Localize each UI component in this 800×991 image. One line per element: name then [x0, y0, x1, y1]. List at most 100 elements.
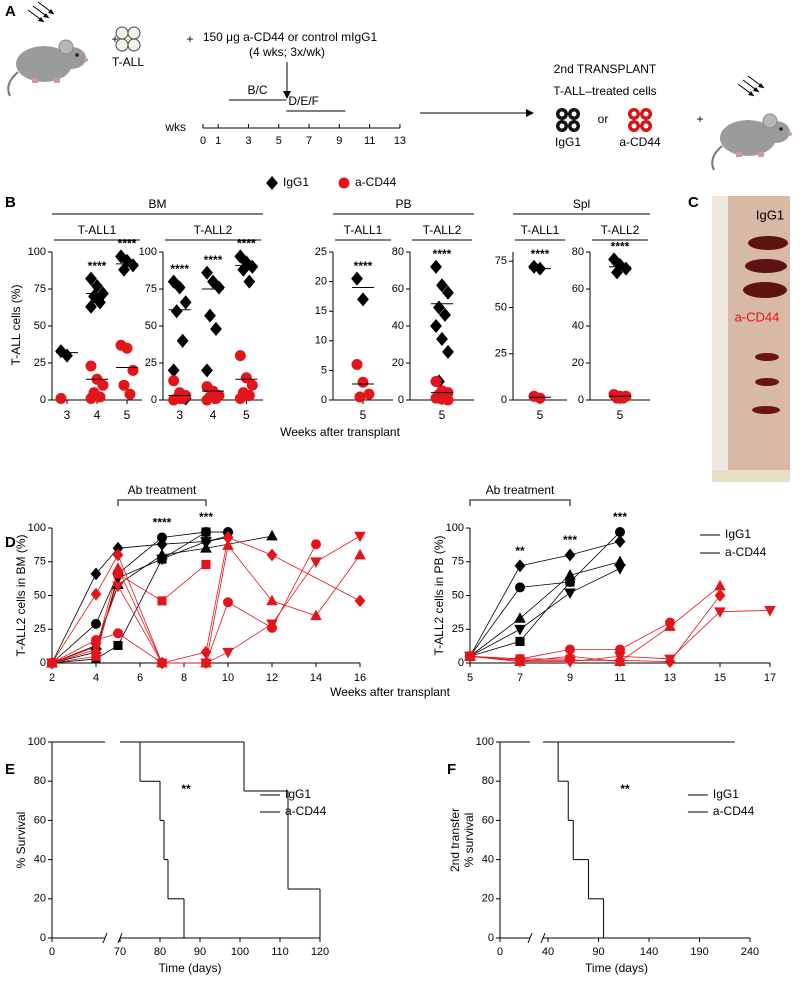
- significance-label: ***: [199, 510, 213, 524]
- y-axis-label: % Survival: [14, 812, 28, 869]
- data-point: [266, 529, 278, 541]
- x-tick-label: 140: [640, 946, 658, 958]
- data-point: [465, 651, 475, 661]
- data-point: [222, 539, 234, 550]
- treatment-bar-label: B/C: [248, 83, 268, 97]
- x-axis-label: Weeks after transplant: [330, 685, 451, 699]
- legend-label: IgG1: [725, 527, 751, 541]
- data-line: [51, 537, 229, 664]
- x-tick-label: 3: [176, 408, 183, 422]
- y-tick-label: 100: [476, 736, 494, 748]
- data-point: [534, 392, 546, 404]
- significance-label: ****: [237, 237, 256, 251]
- data-point: [118, 262, 130, 277]
- data-point: [243, 274, 256, 289]
- data-point: [173, 280, 186, 295]
- x-tick-label: 0: [497, 946, 503, 958]
- data-point: [201, 265, 213, 280]
- data-point: [564, 548, 576, 562]
- data-line: [469, 531, 621, 657]
- data-point: [611, 265, 623, 280]
- data-point: [664, 620, 676, 631]
- data-point: [177, 393, 189, 405]
- y-tick-label: 100: [28, 522, 46, 534]
- x-tick-label: 9: [567, 672, 573, 684]
- y-tick-label: 0: [501, 394, 507, 406]
- data-point: [124, 388, 136, 400]
- data-line: [469, 541, 621, 657]
- x-tick-label: 0: [49, 946, 55, 958]
- data-point: [565, 577, 575, 587]
- y-tick-label: 50: [452, 589, 464, 601]
- y-tick-label: 0: [488, 932, 494, 944]
- legend-label: IgG1: [713, 787, 739, 801]
- timeline-tick-label: 3: [245, 135, 251, 147]
- x-tick-label: 7: [517, 672, 523, 684]
- photo-label: IgG1: [756, 207, 784, 222]
- significance-label: ***: [563, 533, 577, 547]
- x-tick-label: 80: [154, 946, 166, 958]
- y-tick-label: 10: [315, 335, 327, 347]
- y-tick-label: 75: [452, 556, 464, 568]
- data-point: [266, 548, 278, 562]
- data-point: [439, 307, 451, 322]
- y-tick-label: 40: [392, 320, 404, 332]
- x-tick-label: 5: [537, 408, 544, 422]
- data-point: [615, 527, 625, 538]
- y-tick-label: 80: [392, 246, 404, 258]
- y-axis-label: % survival: [462, 813, 476, 868]
- y-tick-label: 80: [482, 775, 494, 787]
- y-tick-label: 40: [34, 854, 46, 866]
- data-point: [357, 376, 369, 388]
- y-tick-label: 75: [145, 283, 157, 295]
- panel-label: F: [447, 761, 456, 778]
- data-point: [85, 393, 97, 405]
- legend-label: a-CD44: [713, 804, 755, 818]
- plus: +: [186, 32, 193, 46]
- option-label: IgG1: [555, 135, 581, 149]
- x-tick-label: 110: [271, 946, 289, 958]
- data-point: [351, 358, 363, 370]
- data-point: [430, 318, 442, 334]
- data-point: [156, 658, 168, 670]
- treatment-bar-label: D/E/F: [288, 94, 319, 108]
- data-point: [201, 559, 211, 570]
- data-point: [363, 388, 375, 400]
- x-tick-label: 90: [592, 946, 604, 958]
- axis-break: [102, 932, 108, 944]
- timeline-tick-label: 5: [276, 135, 282, 147]
- data-point: [156, 554, 168, 566]
- timeline-tick-label: 0: [200, 135, 206, 147]
- data-point: [222, 647, 234, 659]
- x-tick-label: 13: [664, 672, 676, 684]
- data-point: [514, 612, 526, 623]
- timeline-tick-label: 7: [306, 135, 312, 147]
- y-tick-label: 50: [495, 301, 507, 313]
- x-tick-label: 5: [467, 672, 473, 684]
- significance-label: ***: [613, 510, 627, 524]
- data-point: [85, 360, 97, 372]
- group-label: Spl: [573, 197, 590, 211]
- legend-label: IgG1: [283, 175, 309, 189]
- subgroup-label: T-ALL2: [601, 223, 640, 237]
- y-axis-label: T-ALL cells (%): [9, 285, 23, 366]
- y-tick-label: 0: [40, 394, 46, 406]
- x-tick-label: 10: [222, 672, 234, 684]
- y-tick-label: 60: [482, 814, 494, 826]
- axis-break: [527, 932, 533, 944]
- data-point: [179, 295, 192, 310]
- significance-label: ****: [354, 259, 373, 273]
- significance-label: ****: [88, 259, 107, 273]
- subgroup-label: T-ALL2: [194, 223, 233, 237]
- legend-label: a-CD44: [725, 545, 767, 559]
- x-tick-label: 11: [614, 672, 625, 684]
- data-point: [201, 527, 211, 537]
- data-point: [167, 363, 180, 378]
- data-point: [112, 548, 124, 562]
- data-point: [112, 562, 124, 573]
- data-point: [157, 596, 167, 606]
- plus: +: [696, 112, 703, 126]
- x-tick-label: 5: [243, 408, 250, 422]
- y-tick-label: 60: [34, 814, 46, 826]
